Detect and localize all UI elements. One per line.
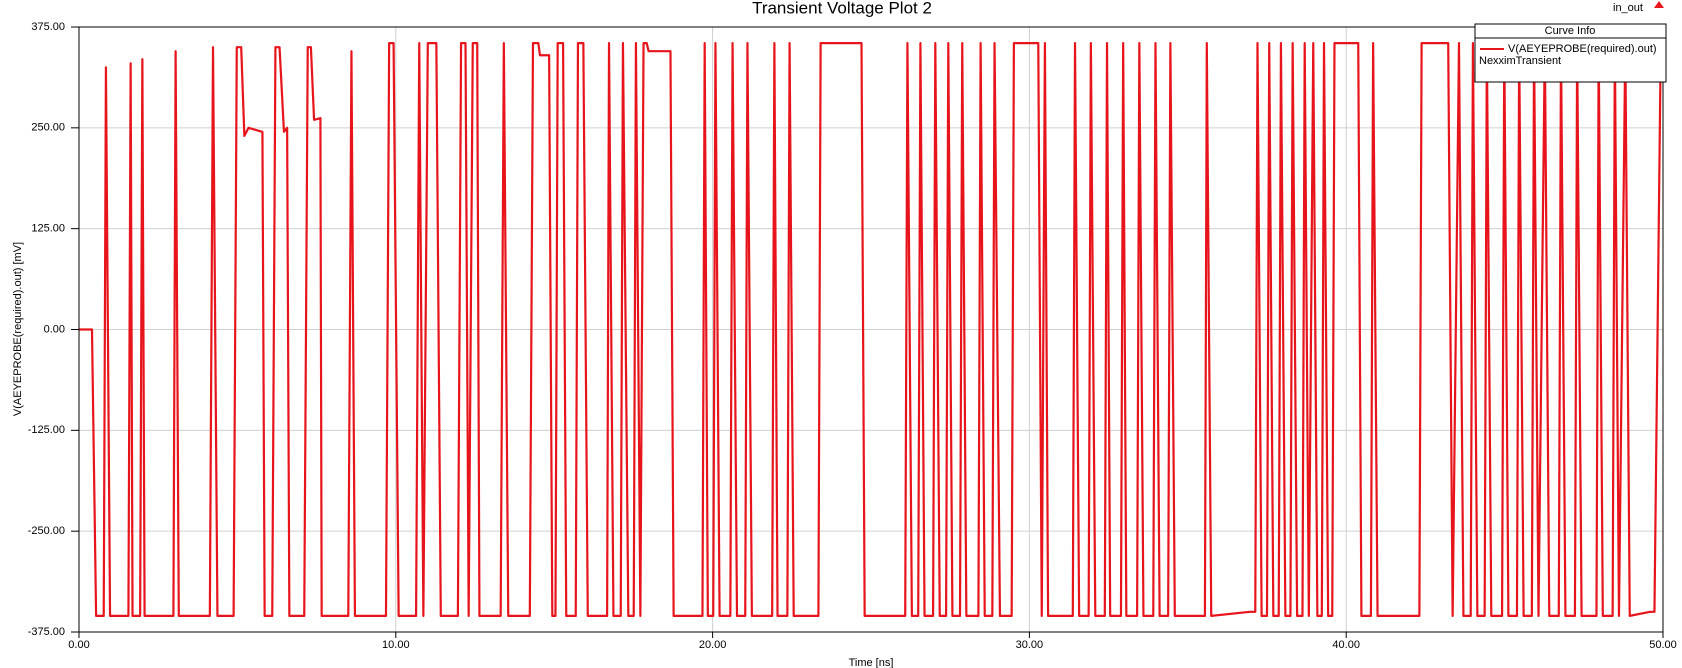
grid (71, 26, 1664, 638)
x-tick-label: 10.00 (382, 639, 410, 651)
x-tick-label: 50.00 (1649, 639, 1677, 651)
y-tick-label: -375.00 (28, 626, 65, 638)
y-tick-label: 125.00 (31, 223, 65, 235)
y-tick-label: 0.00 (44, 323, 65, 335)
chart-title: Transient Voltage Plot 2 (752, 0, 932, 17)
legend-solution: NexximTransient (1479, 55, 1561, 67)
y-tick-label: 250.00 (31, 122, 65, 134)
corner-icon (1654, 1, 1664, 8)
legend-box (1474, 23, 1667, 83)
y-tick-label: -125.00 (28, 424, 65, 436)
plot-area (79, 42, 1663, 617)
x-axis-label: Time [ns] (849, 657, 894, 668)
series-line (79, 42, 1663, 617)
x-tick-label: 40.00 (1332, 639, 1360, 651)
legend-title: Curve Info (1545, 25, 1596, 37)
y-tick-label: -250.00 (28, 525, 65, 537)
design-name: in_out (1613, 2, 1643, 14)
legend-entry: V(AEYEPROBE(required).out) (1508, 43, 1657, 55)
plot-frame (78, 26, 1664, 633)
y-tick-label: 375.00 (31, 21, 65, 33)
y-axis-label: V(AEYEPROBE(required).out) [mV] (12, 242, 24, 416)
x-tick-label: 0.00 (68, 639, 89, 651)
x-tick-label: 20.00 (699, 639, 727, 651)
x-tick-label: 30.00 (1016, 639, 1044, 651)
legend: Curve Info V(AEYEPROBE(required).out) Ne… (1474, 23, 1667, 83)
